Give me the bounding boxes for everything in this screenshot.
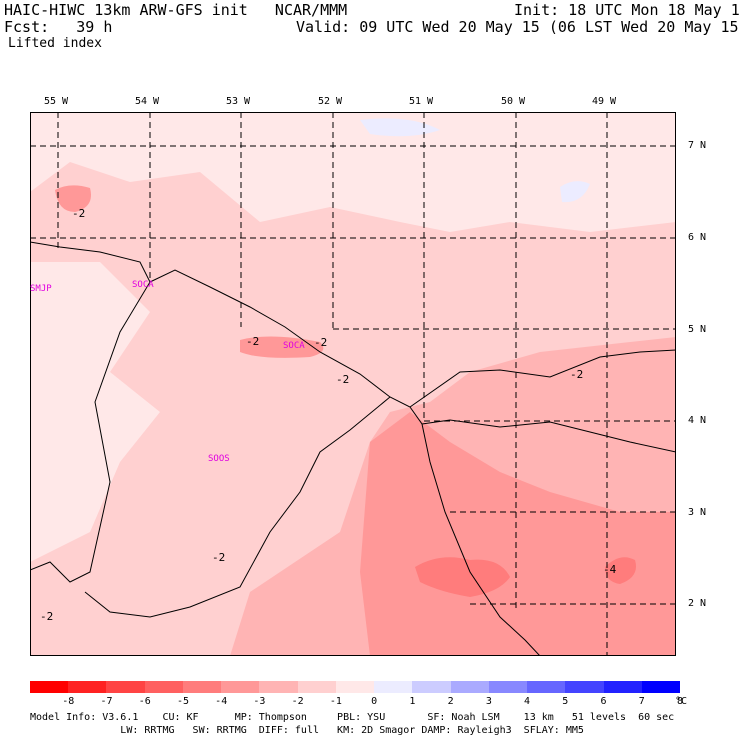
contour-label: -4 bbox=[603, 563, 617, 576]
model-info-line-1: Model Info: V3.6.1 CU: KF MP: Thompson P… bbox=[30, 712, 675, 723]
colorbar-swatch bbox=[335, 681, 375, 693]
station-label: SOCA bbox=[132, 280, 154, 290]
colorbar-swatch bbox=[182, 681, 222, 693]
lat-label: 7 N bbox=[688, 140, 707, 151]
colorbar-tick-label: -3 bbox=[253, 696, 266, 707]
forecast-hour: Fcst: 39 h bbox=[4, 18, 113, 36]
lat-label: 5 N bbox=[688, 324, 707, 335]
init-time: Init: 18 UTC Mon 18 May 15 bbox=[514, 1, 740, 19]
station-label: SOOS bbox=[208, 454, 230, 464]
colorbar-swatch bbox=[259, 681, 299, 693]
colorbar-tick-label: 8 bbox=[677, 696, 684, 707]
lat-label: 3 N bbox=[688, 507, 707, 518]
colorbar-tick-label: -7 bbox=[100, 696, 113, 707]
colorbar-unit: °C bbox=[675, 696, 688, 707]
station-label: SMJP bbox=[30, 284, 52, 294]
lat-label: 4 N bbox=[688, 415, 707, 426]
colorbar-tick-label: 0 bbox=[371, 696, 378, 707]
colorbar-tick-label: -4 bbox=[215, 696, 228, 707]
colorbar-tick-label: 1 bbox=[409, 696, 416, 707]
colorbar-tick-label: 2 bbox=[447, 696, 454, 707]
colorbar-swatch bbox=[488, 681, 528, 693]
contour-label: -2 bbox=[570, 368, 584, 381]
contour-label: -2 bbox=[40, 610, 54, 623]
valid-time: Valid: 09 UTC Wed 20 May 15 (06 LST Wed … bbox=[296, 18, 740, 36]
colorbar-tick-label: -1 bbox=[329, 696, 342, 707]
colorbar-swatch bbox=[221, 681, 260, 693]
colorbar-tick-label: -2 bbox=[291, 696, 304, 707]
colorbar-tick-label: 3 bbox=[485, 696, 492, 707]
lon-label: 53 W bbox=[226, 96, 251, 107]
station-label: SOCA bbox=[283, 341, 305, 351]
colorbar-tick-label: -5 bbox=[176, 696, 189, 707]
colorbar-swatch bbox=[374, 681, 413, 693]
lon-label: 51 W bbox=[409, 96, 434, 107]
colorbar-swatch bbox=[106, 681, 146, 693]
field-name: Lifted index bbox=[8, 36, 102, 51]
lifted-index-map bbox=[30, 112, 676, 656]
colorbar-tick-label: 6 bbox=[600, 696, 607, 707]
lon-label: 50 W bbox=[501, 96, 526, 107]
contour-label: -2 bbox=[212, 551, 226, 564]
colorbar-swatch bbox=[450, 681, 490, 693]
colorbar-swatch bbox=[30, 681, 69, 693]
lon-label: 54 W bbox=[135, 96, 160, 107]
lat-label: 6 N bbox=[688, 232, 707, 243]
colorbar-swatch bbox=[527, 681, 566, 693]
colorbar-swatch bbox=[412, 681, 452, 693]
colorbar-swatch bbox=[68, 681, 107, 693]
lon-label: 52 W bbox=[318, 96, 343, 107]
colorbar-tick-label: 5 bbox=[562, 696, 569, 707]
title-line-1: HAIC-HIWC 13km ARW-GFS init NCAR/MMM bbox=[4, 1, 348, 19]
lon-label: 55 W bbox=[44, 96, 69, 107]
colorbar-tick-label: -6 bbox=[138, 696, 151, 707]
colorbar-swatch bbox=[603, 681, 643, 693]
contour-label: -2 bbox=[336, 373, 350, 386]
colorbar-tick-label: -8 bbox=[62, 696, 75, 707]
colorbar-tick-label: 4 bbox=[524, 696, 531, 707]
colorbar-tick-label: 7 bbox=[638, 696, 645, 707]
lat-label: 2 N bbox=[688, 598, 707, 609]
contour-label: -2 bbox=[314, 336, 328, 349]
contour-label: -2 bbox=[246, 335, 260, 348]
colorbar-swatch bbox=[297, 681, 337, 693]
model-info-line-2: LW: RRTMG SW: RRTMG DIFF: full KM: 2D Sm… bbox=[30, 725, 584, 736]
lon-label: 49 W bbox=[592, 96, 617, 107]
colorbar-swatch bbox=[565, 681, 605, 693]
contour-label: -2 bbox=[72, 207, 86, 220]
colorbar-swatch bbox=[641, 681, 681, 693]
colorbar-swatch bbox=[144, 681, 184, 693]
